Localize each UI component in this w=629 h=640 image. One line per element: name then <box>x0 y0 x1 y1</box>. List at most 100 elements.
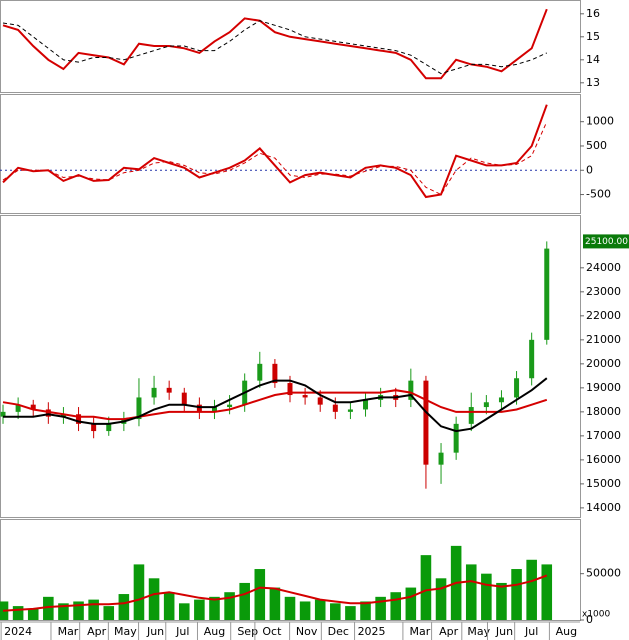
candle-body <box>91 423 97 432</box>
x-tick-label: Nov <box>296 625 318 638</box>
x-tick-label: Aug <box>204 625 225 638</box>
volume-bar <box>239 582 250 620</box>
x-tick-label: Jun <box>495 625 513 638</box>
x-tick-label: Apr <box>439 625 459 638</box>
volume-bar <box>178 603 190 620</box>
series-line <box>2 121 548 196</box>
volume-bar <box>465 564 477 620</box>
volume-bar <box>526 559 537 620</box>
x-tick-label: Apr <box>87 625 107 638</box>
volume-bar <box>314 599 326 620</box>
volume-bar <box>133 564 145 620</box>
x-tick-label: 2025 <box>358 625 386 638</box>
x-tick-label: May <box>114 625 137 638</box>
candle-body <box>136 397 142 420</box>
y-tick-label: 17000 <box>586 429 621 442</box>
candle-body <box>287 383 293 396</box>
candle-body <box>45 409 51 417</box>
volume-bar <box>163 592 175 620</box>
candle-body <box>347 409 353 412</box>
volume-bar <box>209 596 220 620</box>
candle-body <box>151 387 157 398</box>
panel-frame <box>0 94 581 214</box>
candle-body <box>30 404 36 410</box>
volume-bar <box>43 596 54 620</box>
volume-bar <box>375 596 386 620</box>
panel-frame <box>0 0 581 93</box>
series-line <box>2 574 548 612</box>
panel-frame <box>0 519 581 621</box>
candle-body <box>60 414 66 417</box>
x-tick-label: Mar <box>410 625 431 638</box>
volume-bar <box>420 555 432 620</box>
series-line <box>3 377 548 433</box>
volume-bar <box>12 606 24 620</box>
y-tick-label: 19000 <box>586 381 621 394</box>
volume-bar <box>390 592 402 620</box>
x-tick-label: Jul <box>175 625 189 638</box>
volume-bar <box>435 578 447 620</box>
candle-body <box>257 363 263 381</box>
y-tick-label: 50000 <box>586 567 621 580</box>
candle-body <box>166 387 172 393</box>
volume-bar <box>118 594 130 620</box>
y-tick-label: 18000 <box>586 405 621 418</box>
y-tick-label: 14000 <box>586 501 621 514</box>
volume-bar <box>73 601 84 620</box>
y-tick-label: 16 <box>586 7 600 20</box>
volume-bar <box>103 606 115 620</box>
y-tick-label: 22000 <box>586 309 621 322</box>
volume-bar <box>405 587 417 620</box>
x-tick-label: Mar <box>58 625 79 638</box>
volume-bar <box>194 599 205 620</box>
volume-bar <box>345 606 356 620</box>
y-tick-label: 24000 <box>586 261 621 274</box>
series-line <box>2 389 548 421</box>
volume-bar <box>330 603 341 620</box>
y-tick-label: -500 <box>586 188 611 201</box>
volume-bar <box>481 573 492 620</box>
candle-body <box>76 414 82 424</box>
candle-body <box>438 452 444 465</box>
panel-frame <box>0 215 581 518</box>
x-tick-label: May <box>467 625 490 638</box>
last-price-box <box>583 234 629 249</box>
y-tick-label: 16000 <box>586 453 621 466</box>
volume-bar <box>254 569 266 620</box>
volume-bar <box>511 569 522 620</box>
candle-body <box>468 407 474 424</box>
volume-bar <box>269 587 281 620</box>
candle-body <box>196 404 202 412</box>
candle-body <box>544 248 550 340</box>
volume-bar <box>88 599 99 620</box>
candle-body <box>302 395 308 398</box>
candle-body <box>227 404 233 408</box>
x-tick-label: Aug <box>556 625 577 638</box>
candle-body <box>483 402 489 408</box>
series-line <box>2 8 548 80</box>
candle-body <box>498 397 504 403</box>
volume-bar <box>299 601 311 620</box>
x-tick-label: Oct <box>262 625 282 638</box>
series-line <box>2 20 548 75</box>
volume-bar <box>360 601 371 620</box>
volume-bar <box>58 603 69 620</box>
candle-body <box>332 404 338 412</box>
volume-bar <box>224 592 235 620</box>
candle-body <box>211 407 217 412</box>
y-tick-label: 15000 <box>586 477 621 490</box>
x-tick-label: Dec <box>328 625 349 638</box>
series-line <box>2 104 548 199</box>
y-tick-label: 20000 <box>586 357 621 370</box>
x-tick-label: Jun <box>146 625 164 638</box>
x-tick-label: Jul <box>524 625 538 638</box>
y-tick-label: 21000 <box>586 333 621 346</box>
y-tick-label: 23000 <box>586 285 621 298</box>
last-price-label: 25100.00 <box>585 237 628 247</box>
candle-body <box>408 380 414 400</box>
candle-body <box>317 397 323 405</box>
volume-bar <box>148 578 160 620</box>
volume-bar <box>27 608 39 620</box>
candle-body <box>423 380 429 465</box>
x-tick-label: 2024 <box>4 625 32 638</box>
